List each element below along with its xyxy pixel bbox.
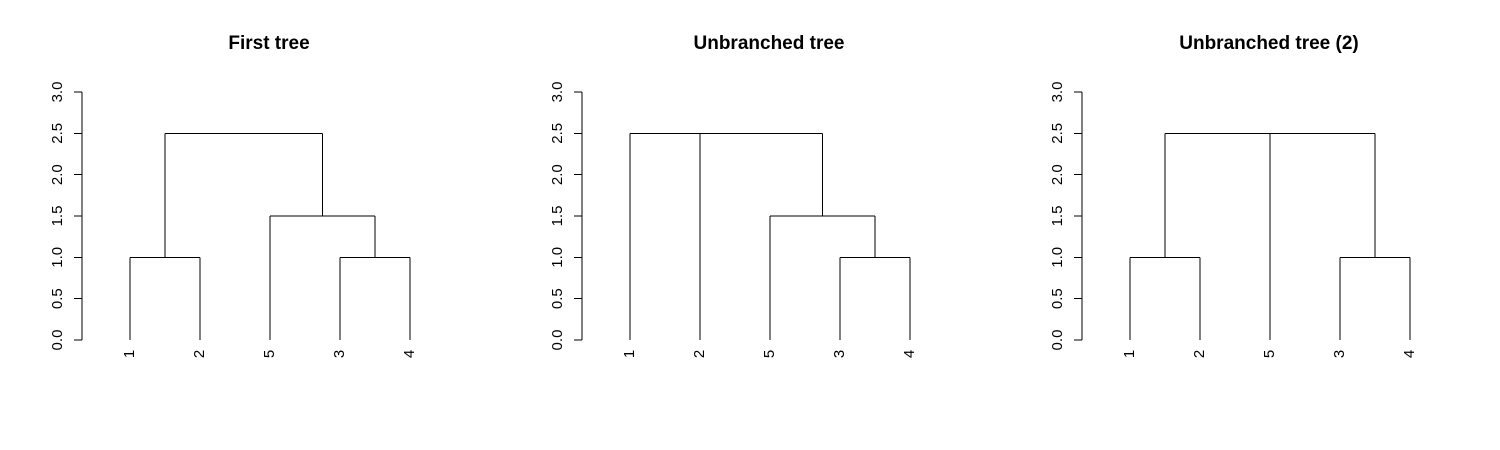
- y-tick-label: 0.5: [49, 288, 66, 309]
- dendrogram-panel: First tree 0.0 0.5 1.0 1.5 2.0 2.5 3.0 1 2 5 3 4: [49, 33, 418, 358]
- y-tick-label: 1.0: [1049, 247, 1066, 268]
- panel-title: Unbranched tree (2): [1179, 33, 1358, 54]
- leaf-label: 4: [901, 350, 918, 358]
- y-tick-label: 3.0: [1049, 82, 1066, 103]
- y-tick-label: 2.0: [49, 164, 66, 185]
- dendrogram-panel: Unbranched tree (2) 0.0 0.5 1.0 1.5 2.0 2.5 3.0…: [1049, 33, 1418, 358]
- leaf-label: 1: [121, 350, 138, 358]
- leaf-label: 1: [1121, 350, 1138, 358]
- y-tick-label: 2.0: [1049, 164, 1066, 185]
- leaf-label: 3: [831, 350, 848, 358]
- y-tick-label: 1.0: [49, 247, 66, 268]
- y-tick-label: 1.0: [549, 247, 566, 268]
- y-tick-label: 1.5: [549, 206, 566, 227]
- leaf-label: 2: [191, 350, 208, 358]
- y-tick-label: 3.0: [549, 82, 566, 103]
- leaf-label: 4: [401, 350, 418, 358]
- y-tick-label: 2.5: [549, 123, 566, 144]
- panel-title: First tree: [228, 33, 309, 54]
- y-tick-label: 1.5: [1049, 206, 1066, 227]
- leaf-label: 1: [621, 350, 638, 358]
- y-tick-label: 0.0: [1049, 330, 1066, 351]
- dendrogram-panel: Unbranched tree 0.0 0.5 1.0 1.5 2.0 2.5 3.0 1 2 5 3…: [549, 33, 918, 358]
- y-tick-label: 0.5: [549, 288, 566, 309]
- panel-title: Unbranched tree: [694, 33, 845, 54]
- leaf-label: 5: [261, 350, 278, 358]
- y-tick-label: 3.0: [49, 82, 66, 103]
- leaf-label: 3: [331, 350, 348, 358]
- leaf-label: 5: [1261, 350, 1278, 358]
- y-tick-label: 0.0: [49, 330, 66, 351]
- y-tick-label: 1.5: [49, 206, 66, 227]
- leaf-label: 2: [691, 350, 708, 358]
- y-tick-label: 2.5: [1049, 123, 1066, 144]
- y-tick-label: 0.0: [549, 330, 566, 351]
- leaf-label: 4: [1401, 350, 1418, 358]
- leaf-label: 2: [1191, 350, 1208, 358]
- y-tick-label: 0.5: [1049, 288, 1066, 309]
- y-tick-label: 2.0: [549, 164, 566, 185]
- leaf-label: 3: [1331, 350, 1348, 358]
- y-tick-label: 2.5: [49, 123, 66, 144]
- leaf-label: 5: [761, 350, 778, 358]
